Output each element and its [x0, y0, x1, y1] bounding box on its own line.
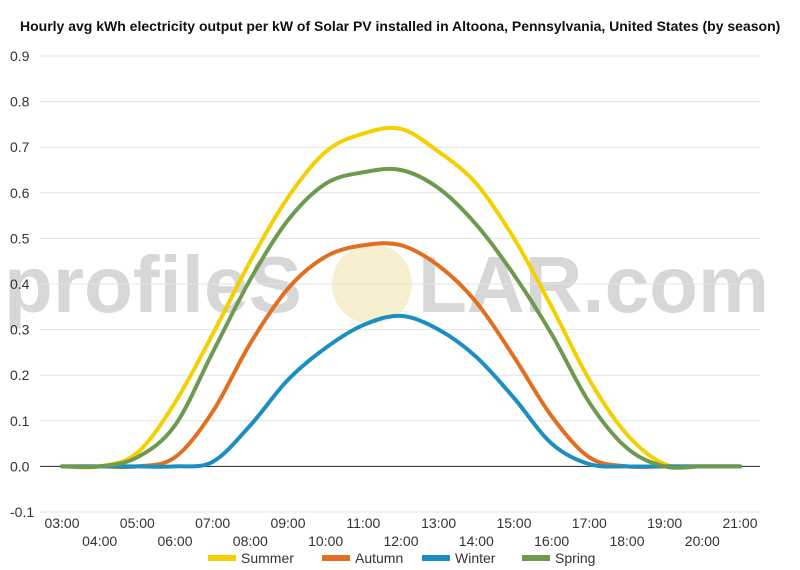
y-tick-label: 0.1 [10, 413, 30, 429]
x-tick-label: 09:00 [270, 515, 305, 531]
y-tick-label: 0.6 [10, 185, 30, 201]
legend-label-winter: Winter [455, 550, 496, 566]
x-tick-label: 19:00 [647, 515, 682, 531]
x-tick-label: 12:00 [383, 533, 418, 549]
legend-swatch-summer [208, 555, 236, 561]
x-tick-label: 21:00 [722, 515, 757, 531]
x-tick-label: 15:00 [496, 515, 531, 531]
series-line-summer [60, 125, 742, 470]
y-tick-label: 0.8 [10, 94, 30, 110]
x-tick-label: 11:00 [346, 515, 380, 531]
series-line-winter [60, 313, 742, 469]
x-tick-label: 05:00 [120, 515, 155, 531]
y-tick-label: 0.3 [10, 322, 30, 338]
x-tick-label: 13:00 [421, 515, 456, 531]
legend-label-spring: Spring [555, 550, 595, 566]
x-tick-label: 18:00 [609, 533, 644, 549]
legend-label-autumn: Autumn [355, 550, 403, 566]
x-tick-label: 07:00 [195, 515, 230, 531]
chart-title: Hourly avg kWh electricity output per kW… [20, 18, 781, 34]
x-tick-label: 06:00 [157, 533, 192, 549]
gridlines: -0.1 0.0 0.1 0.2 0.3 0.4 0.5 0.6 0.7 0.8 0.9 [10, 48, 760, 520]
x-tick-label: 16:00 [534, 533, 569, 549]
x-tick-label: 17:00 [572, 515, 607, 531]
legend-swatch-spring [522, 555, 550, 561]
series-line-spring [60, 166, 742, 470]
x-tick-label: 04:00 [82, 533, 117, 549]
x-tick-label: 03:00 [44, 515, 79, 531]
y-tick-label: 0.9 [10, 48, 30, 64]
x-tick-label: 10:00 [308, 533, 343, 549]
legend: Summer Autumn Winter Spring [208, 550, 595, 566]
y-tick-label: 0.7 [10, 139, 30, 155]
x-tick-label: 08:00 [233, 533, 268, 549]
y-tick-label: 0.0 [10, 458, 30, 474]
x-tick-label: 14:00 [459, 533, 494, 549]
x-tick-label: 20:00 [685, 533, 720, 549]
y-tick-label: 0.2 [10, 367, 30, 383]
y-tick-label: 0.4 [10, 276, 30, 292]
legend-label-summer: Summer [241, 550, 294, 566]
y-tick-label: -0.1 [10, 504, 34, 520]
legend-swatch-autumn [322, 555, 350, 561]
legend-swatch-winter [422, 555, 450, 561]
y-tick-label: 0.5 [10, 230, 30, 246]
